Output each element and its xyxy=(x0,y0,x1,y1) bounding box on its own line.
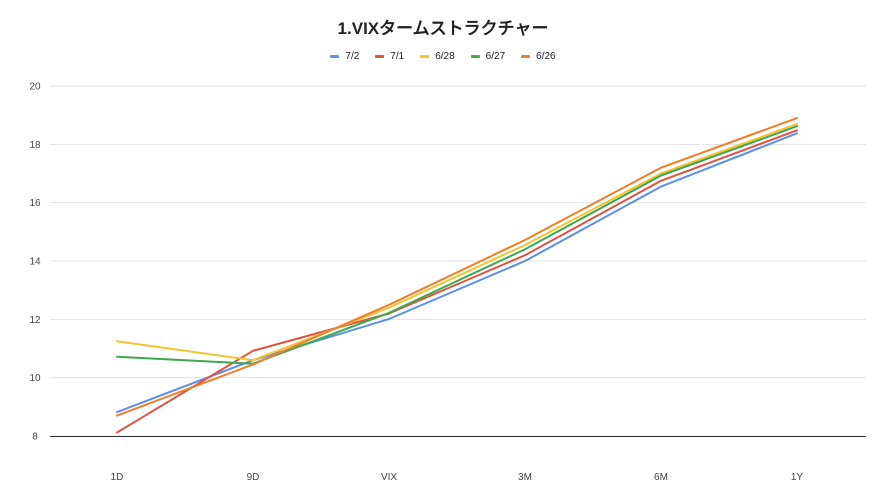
y-tick-label: 18 xyxy=(29,140,41,151)
x-tick-label: 3M xyxy=(518,472,532,483)
legend-swatch xyxy=(470,55,480,58)
legend-item[interactable]: 6/28 xyxy=(420,51,455,62)
legend-swatch xyxy=(375,55,385,58)
legend-label: 6/28 xyxy=(435,51,455,62)
legend-item[interactable]: 6/27 xyxy=(470,51,506,62)
legend-label: 7/2 xyxy=(345,51,360,62)
y-tick-label: 8 xyxy=(32,432,38,443)
legend-item[interactable]: 6/26 xyxy=(521,51,556,62)
x-tick-label: 1D xyxy=(111,472,124,483)
legend-swatch xyxy=(420,55,430,58)
legend-swatch xyxy=(330,55,340,58)
x-tick-label: 6M xyxy=(654,472,668,483)
legend-label: 7/1 xyxy=(390,51,405,62)
legend-swatch xyxy=(521,55,531,58)
series-line-4 xyxy=(116,117,798,417)
y-tick-label: 16 xyxy=(29,198,41,209)
x-tick-label: 9D xyxy=(247,472,260,483)
series-line-3 xyxy=(116,125,798,365)
chart-legend: 7/2 7/1 6/28 6/27 6/26 xyxy=(0,51,886,62)
series-line-0 xyxy=(116,132,798,414)
y-tick-label: 20 xyxy=(29,82,41,93)
y-tick-label: 10 xyxy=(29,373,41,384)
y-tick-label: 14 xyxy=(29,257,41,268)
x-tick-label: VIX xyxy=(381,472,397,483)
legend-label: 6/27 xyxy=(485,51,506,62)
chart-title: 1.VIXタームストラクチャー xyxy=(337,19,549,38)
legend-item[interactable]: 7/2 xyxy=(330,51,359,62)
y-tick-label: 12 xyxy=(29,315,41,326)
x-tick-label: 1Y xyxy=(791,472,804,483)
series-line-1 xyxy=(116,129,798,434)
legend-item[interactable]: 7/1 xyxy=(375,51,404,62)
series-line-2 xyxy=(116,122,798,362)
legend-label: 6/26 xyxy=(536,51,556,62)
